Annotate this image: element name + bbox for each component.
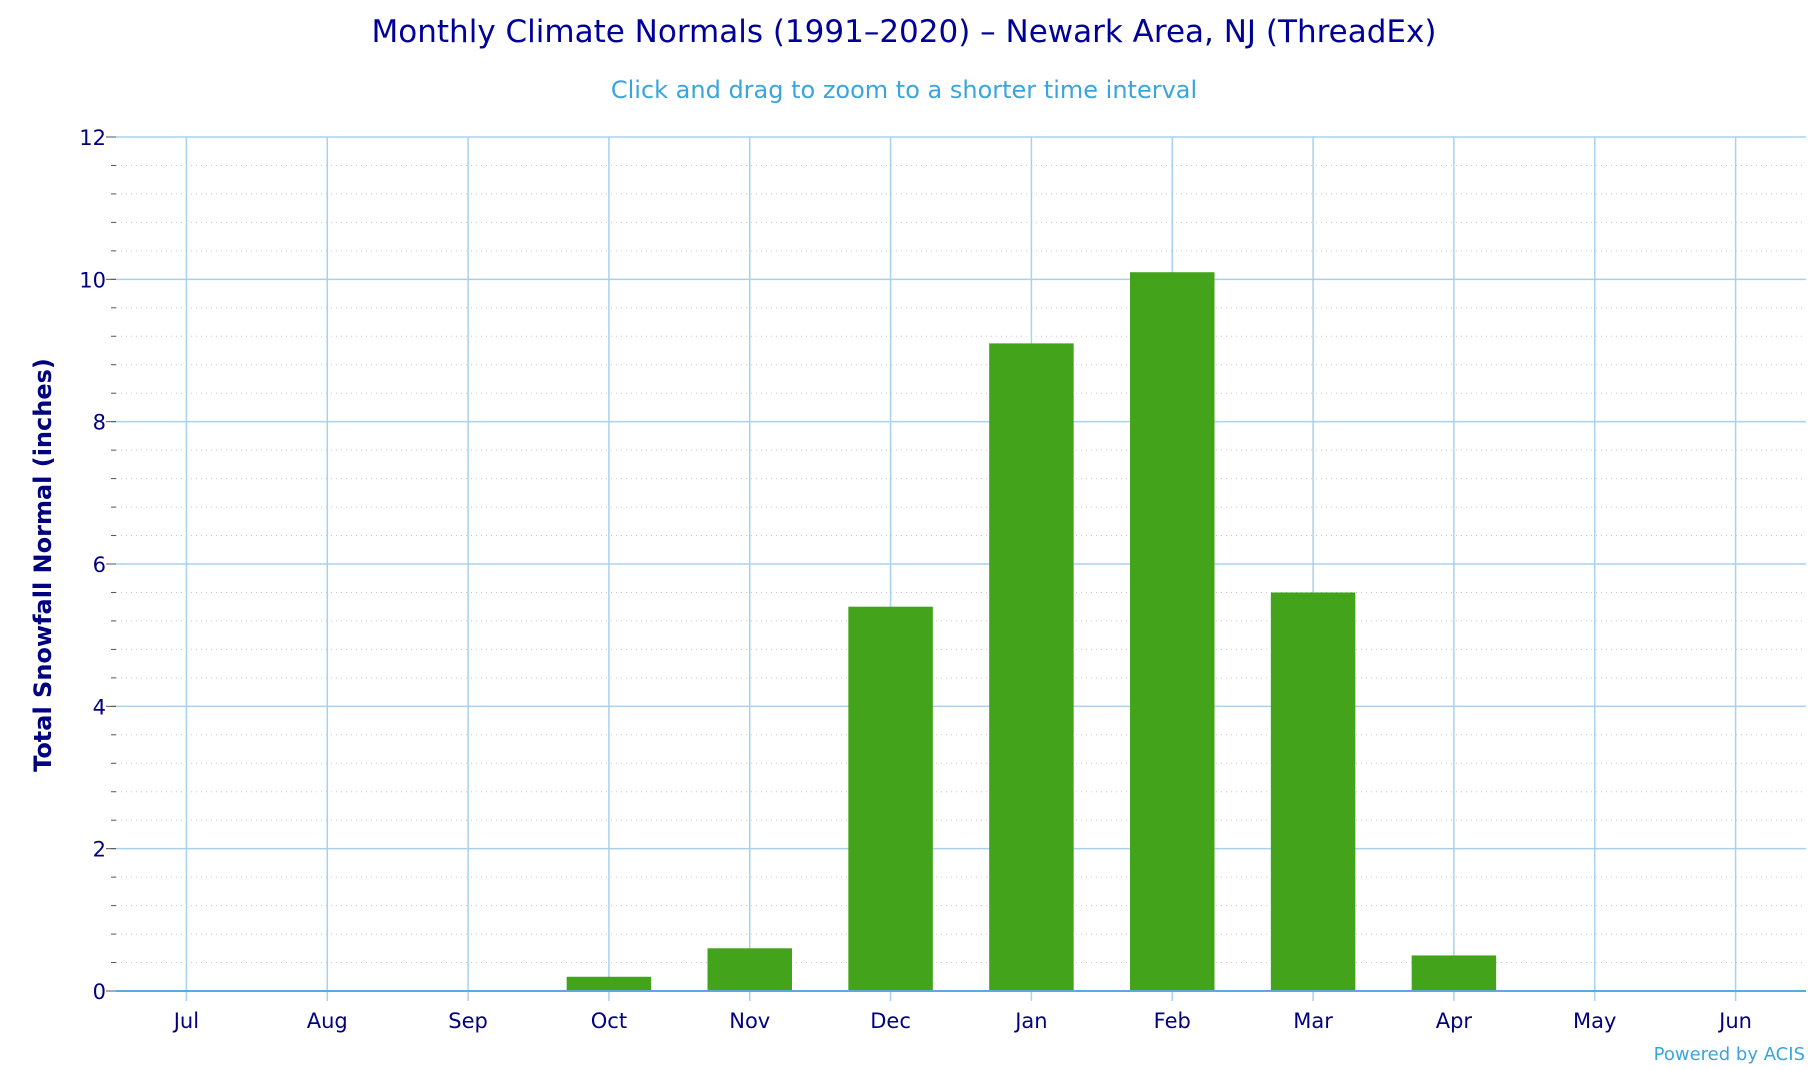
chart-subtitle: Click and drag to zoom to a shorter time… [611,76,1197,104]
y-tick-label: 8 [93,411,106,435]
y-tick-label: 4 [93,695,106,719]
bar-jan[interactable] [989,343,1074,992]
x-tick-label: Feb [1154,1009,1191,1033]
bar-apr[interactable] [1411,955,1497,991]
chart-title: Monthly Climate Normals (1991–2020) – Ne… [372,14,1437,50]
bar-oct[interactable] [566,976,652,991]
y-tick-label: 2 [93,838,106,862]
y-tick-label: 12 [79,126,106,150]
x-tick-label: Nov [729,1009,770,1033]
x-tick-label: Jun [1717,1009,1752,1033]
y-axis-title: Total Snowfall Normal (inches) [29,358,57,772]
bar-nov[interactable] [707,948,793,991]
axes: 0 2 4 6 8 10 12 Jul Aug Sep Oct Nov Dec Jan Feb Mar Apr M… [79,126,1806,1033]
bar-dec[interactable] [848,606,933,991]
x-tick-label: Mar [1293,1009,1333,1033]
x-tick-label: Sep [448,1009,488,1033]
grid [116,136,1806,992]
x-tick-label: Aug [307,1009,348,1033]
x-tick-label: Dec [870,1009,911,1033]
bar-mar[interactable] [1270,592,1356,991]
x-tick-label: Jul [172,1009,199,1033]
y-tick-label: 10 [79,268,106,292]
y-tick-label: 0 [93,980,106,1004]
y-tick-label: 6 [93,553,106,577]
x-tick-label: Apr [1436,1009,1473,1033]
x-tick-label: Oct [591,1009,627,1033]
x-tick-label: May [1573,1009,1616,1033]
x-tick-label: Jan [1013,1009,1047,1033]
credit-link[interactable]: Powered by ACIS [1654,1044,1805,1065]
bar-feb[interactable] [1130,272,1215,991]
bars [566,272,1497,992]
